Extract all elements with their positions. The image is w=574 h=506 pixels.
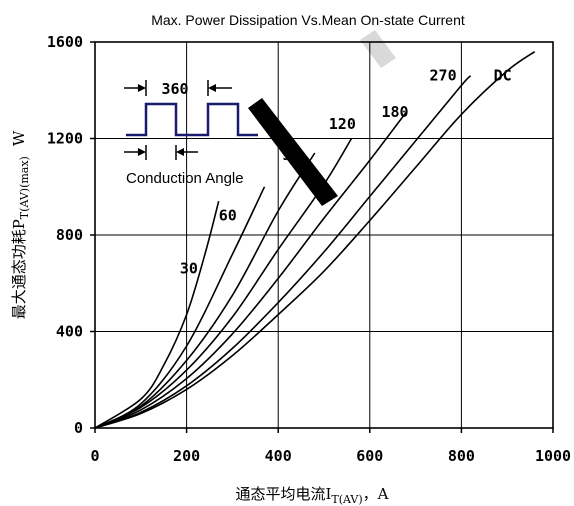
bottom-arrow-right-head: [176, 148, 184, 156]
x-tick-label: 0: [90, 447, 99, 465]
watermark-stroke-2: [360, 30, 396, 68]
x-axis-label-suffix: ，A: [363, 485, 389, 503]
y-tick-label: 400: [56, 323, 83, 341]
x-tick-labels: 0 200 400 600 800 1000: [90, 428, 571, 465]
watermark-stroke: [248, 98, 338, 206]
x-axis-label: 通态平均电流IT(AV)，A: [235, 485, 388, 506]
x-axis-label-sub: T(AV): [331, 493, 362, 506]
series-line-270: [94, 75, 472, 429]
plot-frame: [94, 41, 554, 429]
series-label-180: 180: [381, 103, 408, 121]
top-arrow-right-head: [208, 84, 216, 92]
series-line-60: [94, 186, 266, 429]
series-lines: [94, 51, 536, 429]
x-tick-label: 800: [448, 447, 475, 465]
x-tick-label: 600: [356, 447, 383, 465]
y-tick-label: 1200: [47, 130, 83, 148]
x-tick-label: 1000: [535, 447, 571, 465]
y-tick-label: 1600: [47, 33, 83, 51]
bottom-arrow-left-head: [138, 148, 146, 156]
series-label-dc: DC: [494, 67, 512, 85]
y-axis-label-prefix: 最大通态功耗P: [10, 219, 28, 319]
y-tick-labels: 0 400 800 1200 1600: [47, 33, 95, 437]
pulse-waveform: [126, 102, 258, 137]
y-axis-label-sub: T(AV)(max): [18, 156, 31, 219]
series-label-30: 30: [180, 260, 198, 278]
x-tick-label: 200: [173, 447, 200, 465]
y-axis-label: 最大通态功耗PT(AV)(max) W: [10, 130, 31, 319]
x-tick-label: 400: [265, 447, 292, 465]
conduction-angle-inset: 360 Conduction Angle: [124, 80, 258, 187]
inset-period-label: 360: [161, 80, 188, 98]
chart-title: Max. Power Dissipation Vs.Mean On-state …: [151, 12, 465, 28]
x-axis-label-prefix: 通态平均电流I: [235, 485, 331, 503]
series-label-120: 120: [329, 115, 356, 133]
series-line-30: [94, 200, 220, 429]
series-label-270: 270: [430, 67, 457, 85]
top-arrow-left-head: [138, 84, 146, 92]
y-tick-label: 0: [74, 419, 83, 437]
y-axis-label-suffix: W: [10, 130, 28, 146]
series-labels: 306090120180270DC: [180, 67, 512, 278]
series-line-dc: [94, 51, 536, 429]
series-line-180: [94, 111, 408, 429]
series-label-60: 60: [219, 207, 237, 225]
grid: [95, 42, 553, 428]
series-line-90: [94, 152, 316, 429]
y-tick-label: 800: [56, 226, 83, 244]
inset-conduction-label: Conduction Angle: [126, 170, 244, 187]
